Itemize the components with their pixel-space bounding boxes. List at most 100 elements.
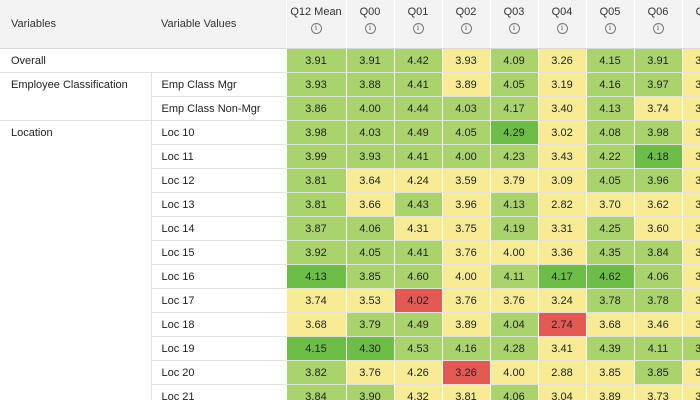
score-cell[interactable]: 4.49 [393, 312, 442, 337]
info-icon[interactable]: i [364, 23, 376, 34]
score-cell[interactable]: 4.60 [393, 264, 442, 289]
score-cell[interactable]: 3.91 [345, 48, 394, 73]
score-cell[interactable]: 4.41 [393, 72, 442, 97]
score-cell[interactable]: 3.09 [537, 168, 586, 193]
score-cell[interactable]: 4.00 [441, 264, 490, 289]
score-cell[interactable]: 4.24 [393, 168, 442, 193]
column-header-variable-values[interactable]: Variable Values [151, 0, 286, 49]
score-cell[interactable]: 3.68 [285, 312, 346, 337]
score-cell[interactable]: 3.79 [345, 312, 394, 337]
score-cell[interactable]: 4.29 [489, 120, 538, 145]
score-cell[interactable]: 4.17 [537, 264, 586, 289]
score-cell[interactable]: 4.03 [441, 96, 490, 121]
score-cell[interactable]: 3.81 [441, 384, 490, 400]
score-cell[interactable]: 4.35 [585, 240, 634, 265]
score-cell[interactable]: 3.82 [285, 360, 346, 385]
column-header-question[interactable]: Q12 Mean i [285, 0, 346, 49]
score-cell[interactable]: 3.96 [633, 168, 682, 193]
score-cell[interactable]: 2.74 [537, 312, 586, 337]
score-cell[interactable]: 3.41 [537, 336, 586, 361]
score-cell[interactable]: 4.04 [489, 312, 538, 337]
score-cell[interactable]: 3.91 [285, 48, 346, 73]
score-cell[interactable]: 4.26 [393, 360, 442, 385]
score-cell[interactable]: 4.44 [393, 96, 442, 121]
score-cell[interactable]: 3.98 [285, 120, 346, 145]
score-cell[interactable]: 3.90 [345, 384, 394, 400]
score-cell[interactable]: 3.64 [345, 168, 394, 193]
score-cell[interactable]: 3.76 [489, 288, 538, 313]
score-cell[interactable]: 4.13 [489, 192, 538, 217]
info-icon[interactable]: i [604, 23, 616, 34]
score-cell[interactable]: 4.16 [585, 72, 634, 97]
score-cell[interactable]: 3.77 [681, 264, 700, 289]
score-cell[interactable]: 4.05 [441, 120, 490, 145]
info-icon[interactable]: i [310, 23, 322, 34]
score-cell[interactable]: 4.00 [345, 96, 394, 121]
score-cell[interactable]: 4.09 [489, 48, 538, 73]
score-cell[interactable]: 2.82 [537, 192, 586, 217]
score-cell[interactable]: 3.92 [285, 240, 346, 265]
score-cell[interactable]: 4.13 [585, 96, 634, 121]
score-cell[interactable]: 3.98 [633, 120, 682, 145]
score-cell[interactable]: 4.03 [345, 120, 394, 145]
score-cell[interactable]: 3.66 [681, 96, 700, 121]
score-cell[interactable]: 3.04 [537, 384, 586, 400]
score-cell[interactable]: 4.32 [393, 384, 442, 400]
score-cell[interactable]: 4.39 [585, 336, 634, 361]
score-cell[interactable]: 3.73 [681, 120, 700, 145]
score-cell[interactable]: 3.59 [441, 168, 490, 193]
score-cell[interactable]: 3.43 [537, 144, 586, 169]
score-cell[interactable]: 4.25 [585, 216, 634, 241]
score-cell[interactable]: 3.91 [633, 48, 682, 73]
score-cell[interactable]: 3.50 [681, 144, 700, 169]
score-cell[interactable]: 3.96 [441, 192, 490, 217]
score-cell[interactable]: 4.15 [285, 336, 346, 361]
score-cell[interactable]: 4.28 [489, 336, 538, 361]
score-cell[interactable]: 3.85 [633, 360, 682, 385]
score-cell[interactable]: 4.53 [393, 336, 442, 361]
column-header-question[interactable]: Q06 i [633, 0, 682, 49]
score-cell[interactable]: 4.00 [489, 240, 538, 265]
info-icon[interactable]: i [460, 23, 472, 34]
score-cell[interactable]: 4.06 [345, 216, 394, 241]
score-cell[interactable]: 4.15 [585, 48, 634, 73]
score-cell[interactable]: 3.97 [633, 72, 682, 97]
score-cell[interactable]: 4.13 [285, 264, 346, 289]
column-header-question[interactable]: Q00 i [345, 0, 394, 49]
score-cell[interactable]: 3.85 [585, 360, 634, 385]
column-header-question[interactable]: Q03 i [489, 0, 538, 49]
score-cell[interactable]: 3.74 [285, 288, 346, 313]
score-cell[interactable]: 4.22 [585, 144, 634, 169]
score-cell[interactable]: 3.84 [285, 384, 346, 400]
score-cell[interactable]: 3.87 [285, 216, 346, 241]
score-cell[interactable]: 3.70 [585, 192, 634, 217]
score-cell[interactable]: 3.76 [441, 288, 490, 313]
score-cell[interactable]: 4.42 [393, 48, 442, 73]
score-cell[interactable]: 3.92 [681, 240, 700, 265]
score-cell[interactable]: 3.81 [285, 168, 346, 193]
score-cell[interactable]: 4.41 [393, 144, 442, 169]
info-icon[interactable]: i [412, 23, 424, 34]
score-cell[interactable]: 4.05 [345, 240, 394, 265]
score-cell[interactable]: 4.43 [393, 192, 442, 217]
score-cell[interactable]: 3.99 [285, 144, 346, 169]
score-cell[interactable]: 3.40 [537, 96, 586, 121]
info-icon[interactable]: i [508, 23, 520, 34]
score-cell[interactable]: 4.06 [489, 384, 538, 400]
score-cell[interactable]: 3.24 [681, 192, 700, 217]
score-cell[interactable]: 3.76 [441, 240, 490, 265]
score-cell[interactable]: 3.89 [441, 72, 490, 97]
info-icon[interactable]: i [652, 23, 664, 34]
score-cell[interactable]: 3.31 [681, 288, 700, 313]
score-cell[interactable]: 2.88 [537, 360, 586, 385]
score-cell[interactable]: 3.86 [285, 96, 346, 121]
score-cell[interactable]: 4.30 [345, 336, 394, 361]
score-cell[interactable]: 3.60 [633, 216, 682, 241]
score-cell[interactable]: 3.66 [345, 192, 394, 217]
score-cell[interactable]: 3.24 [537, 288, 586, 313]
score-cell[interactable]: 3.59 [681, 72, 700, 97]
column-header-question[interactable]: Q07i [681, 0, 700, 49]
score-cell[interactable]: 3.93 [345, 144, 394, 169]
score-cell[interactable]: 3.81 [285, 192, 346, 217]
score-cell[interactable]: 3.78 [585, 288, 634, 313]
